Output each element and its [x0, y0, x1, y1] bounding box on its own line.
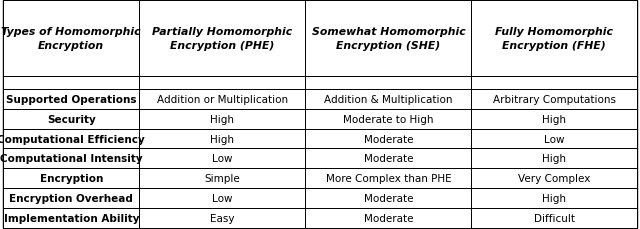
Bar [305, 77, 472, 90]
Text: High: High [542, 114, 566, 124]
Bar [3, 90, 140, 109]
Bar [140, 90, 305, 109]
Text: Low: Low [212, 154, 233, 164]
Bar [3, 169, 140, 188]
Bar [472, 1, 637, 77]
Text: Types of Homomorphic
Encryption: Types of Homomorphic Encryption [1, 27, 141, 51]
Text: Very Complex: Very Complex [518, 174, 590, 183]
Text: Fully Homomorphic
Encryption (FHE): Fully Homomorphic Encryption (FHE) [495, 27, 613, 51]
Text: Easy: Easy [210, 213, 235, 223]
Text: Difficult: Difficult [534, 213, 575, 223]
Bar [305, 90, 472, 109]
Text: Implementation Ability: Implementation Ability [4, 213, 139, 223]
Bar [472, 149, 637, 169]
Bar [305, 149, 472, 169]
Text: Moderate: Moderate [364, 213, 413, 223]
Bar [140, 77, 305, 90]
Text: High: High [211, 134, 234, 144]
Text: Moderate: Moderate [364, 134, 413, 144]
Bar [472, 129, 637, 149]
Bar [3, 109, 140, 129]
Text: Security: Security [47, 114, 96, 124]
Bar [140, 188, 305, 208]
Text: Computational Intensity: Computational Intensity [0, 154, 143, 164]
Bar [3, 149, 140, 169]
Bar [472, 90, 637, 109]
Bar [305, 208, 472, 228]
Text: Low: Low [212, 193, 233, 203]
Text: Simple: Simple [205, 174, 240, 183]
Text: Moderate: Moderate [364, 154, 413, 164]
Bar [305, 109, 472, 129]
Text: Moderate to High: Moderate to High [343, 114, 434, 124]
Bar [472, 208, 637, 228]
Text: Addition or Multiplication: Addition or Multiplication [157, 94, 288, 104]
Text: High: High [542, 193, 566, 203]
Text: Supported Operations: Supported Operations [6, 94, 136, 104]
Text: Arbitrary Computations: Arbitrary Computations [493, 94, 616, 104]
Bar [3, 208, 140, 228]
Bar [3, 1, 140, 77]
Bar [472, 109, 637, 129]
Bar [140, 169, 305, 188]
Text: Partially Homomorphic
Encryption (PHE): Partially Homomorphic Encryption (PHE) [152, 27, 292, 51]
Bar [140, 1, 305, 77]
Bar [140, 149, 305, 169]
Text: Somewhat Homomorphic
Encryption (SHE): Somewhat Homomorphic Encryption (SHE) [312, 27, 465, 51]
Text: Computational Efficiency: Computational Efficiency [0, 134, 145, 144]
Bar [140, 129, 305, 149]
Text: High: High [542, 154, 566, 164]
Text: Addition & Multiplication: Addition & Multiplication [324, 94, 452, 104]
Bar [3, 129, 140, 149]
Bar [305, 129, 472, 149]
Bar [3, 77, 140, 90]
Bar [305, 1, 472, 77]
Bar [472, 188, 637, 208]
Bar [472, 169, 637, 188]
Bar [140, 109, 305, 129]
Bar [140, 208, 305, 228]
Text: Low: Low [544, 134, 564, 144]
Bar [472, 77, 637, 90]
Text: Encryption: Encryption [40, 174, 103, 183]
Text: Moderate: Moderate [364, 193, 413, 203]
Bar [305, 188, 472, 208]
Text: Encryption Overhead: Encryption Overhead [10, 193, 133, 203]
Text: High: High [211, 114, 234, 124]
Bar [3, 188, 140, 208]
Bar [305, 169, 472, 188]
Text: More Complex than PHE: More Complex than PHE [326, 174, 451, 183]
